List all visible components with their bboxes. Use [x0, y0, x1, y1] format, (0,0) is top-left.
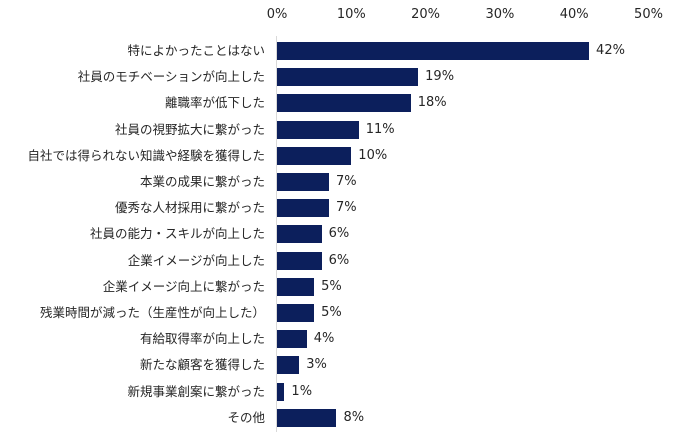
value-label: 6% [328, 226, 350, 242]
bar-row: 新規事業創案に繋がった 1% [0, 382, 678, 401]
value-label: 5% [321, 305, 342, 320]
category-label: 新規事業創案に繋がった [127, 383, 265, 399]
value-label: 7% [336, 174, 357, 189]
bar [277, 330, 307, 349]
bar [277, 120, 359, 139]
bar-row: 特によかったことはない 42% [0, 42, 678, 60]
bar [277, 68, 419, 87]
x-tick-label: 10% [336, 7, 366, 22]
bar-row: 自社では得られない知識や経験を獲得した 10% [0, 146, 678, 165]
bar [277, 382, 285, 401]
bar [277, 94, 411, 113]
bar-row: 有給取得率が向上した 4% [0, 330, 678, 349]
category-label: 社員の能力・スキルが向上した [89, 226, 265, 242]
bar [277, 173, 329, 191]
bar [277, 304, 315, 322]
bar-row: 離職率が低下した 18% [0, 94, 678, 113]
category-label: 特によかったことはない [127, 43, 265, 58]
bar-row: 社員の視野拡大に繋がった 11% [0, 120, 678, 139]
bar-row: 社員のモチベーションが向上した 19% [0, 68, 678, 87]
category-label: 優秀な人材採用に繋がった [114, 200, 265, 216]
bar [277, 42, 590, 60]
category-label: その他 [227, 409, 265, 425]
x-tick-label: 50% [634, 7, 663, 22]
bar [277, 251, 322, 270]
category-label: 企業イメージが向上した [127, 252, 265, 268]
x-tick-label: 40% [559, 7, 589, 22]
value-label: 19% [425, 69, 455, 85]
bar-row: その他 8% [0, 408, 678, 427]
category-label: 新たな顧客を獲得した [139, 357, 265, 373]
value-label: 6% [328, 252, 350, 268]
category-label: 社員の視野拡大に繋がった [114, 121, 265, 137]
category-label: 有給取得率が向上した [139, 331, 265, 347]
bar [277, 146, 352, 165]
bar-row: 残業時間が減った（生産性が向上した） 5% [0, 304, 678, 322]
value-label: 11% [365, 121, 395, 137]
category-label: 自社では得られない知識や経験を獲得した [27, 147, 265, 163]
bar-row: 企業イメージが向上した 6% [0, 251, 678, 270]
bar [277, 277, 315, 296]
x-tick-label: 30% [485, 7, 515, 22]
bar-row: 本業の成果に繋がった 7% [0, 173, 678, 191]
category-label: 離職率が低下した [164, 95, 265, 111]
value-label: 5% [321, 278, 342, 294]
bar [277, 408, 337, 427]
bar-row: 企業イメージ向上に繋がった 5% [0, 277, 678, 296]
x-tick-label: 20% [411, 7, 441, 22]
value-label: 3% [306, 357, 327, 373]
value-label: 1% [291, 383, 313, 399]
bar [277, 225, 322, 244]
bar-row: 新たな顧客を獲得した 3% [0, 356, 678, 375]
bar [277, 356, 300, 375]
value-label: 7% [336, 200, 357, 216]
value-label: 18% [417, 95, 447, 111]
bar-row: 優秀な人材採用に繋がった 7% [0, 199, 678, 218]
category-label: 残業時間が減った（生産性が向上した） [39, 305, 265, 320]
value-label: 42% [596, 43, 625, 58]
bar [277, 199, 329, 218]
x-tick-label: 0% [266, 7, 288, 22]
y-axis-line [276, 36, 277, 432]
category-label: 本業の成果に繋がった [139, 174, 265, 189]
category-label: 企業イメージ向上に繋がった [102, 278, 265, 294]
value-label: 8% [343, 409, 365, 425]
value-label: 10% [358, 147, 388, 163]
category-label: 社員のモチベーションが向上した [77, 69, 265, 85]
bar-row: 社員の能力・スキルが向上した 6% [0, 225, 678, 244]
value-label: 4% [313, 331, 335, 347]
